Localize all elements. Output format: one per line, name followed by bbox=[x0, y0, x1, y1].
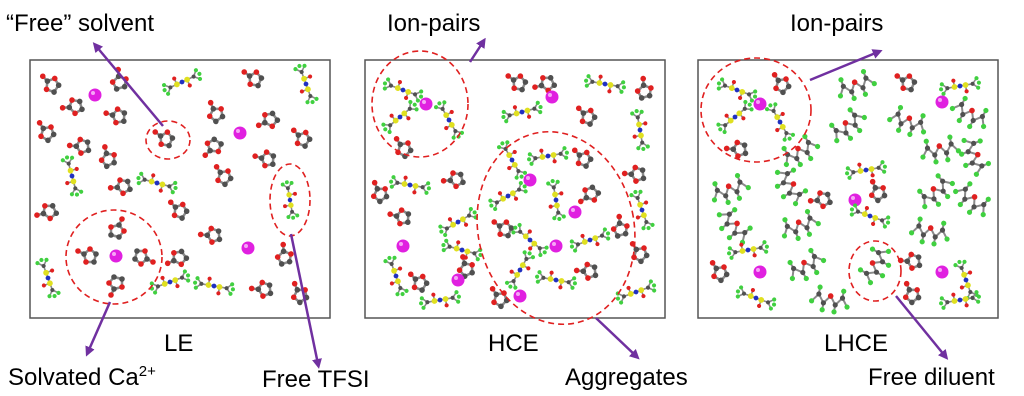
label-free-tfsi: Free TFSI bbox=[262, 366, 370, 393]
arrow-free-diluent bbox=[895, 295, 949, 360]
label-free-solvent: “Free” solvent bbox=[6, 10, 155, 37]
label-solvated-ca: Solvated Ca2+ bbox=[8, 363, 156, 391]
highlight-free-tfsi bbox=[269, 163, 311, 237]
highlight-ion-pairs-lhce bbox=[700, 57, 812, 163]
arrow-ion-pairs-lhce bbox=[809, 49, 883, 82]
highlight-free-solvent bbox=[145, 120, 191, 160]
arrow-aggregates bbox=[595, 317, 640, 360]
arrow-ion-pairs-hce bbox=[468, 37, 486, 63]
arrow-free-tfsi bbox=[289, 233, 322, 369]
arrow-free-solvent bbox=[92, 42, 164, 127]
highlight-ion-pairs-hce bbox=[371, 50, 469, 158]
panel-lhce-frame bbox=[697, 59, 999, 319]
label-ion-pairs-lhce: Ion-pairs bbox=[790, 10, 884, 37]
label-solvated-ca-charge: 2+ bbox=[138, 363, 156, 380]
label-free-diluent: Free diluent bbox=[868, 364, 995, 391]
label-ion-pairs-hce: Ion-pairs bbox=[387, 10, 481, 37]
label-aggregates: Aggregates bbox=[565, 364, 688, 391]
panel-label-lhce: LHCE bbox=[824, 330, 889, 357]
panel-label-le: LE bbox=[164, 330, 194, 357]
highlight-aggregates bbox=[476, 130, 636, 326]
highlight-free-diluent bbox=[848, 240, 902, 302]
arrow-solvated-ca bbox=[85, 301, 112, 357]
label-solvated-ca-text: Solvated Ca bbox=[8, 364, 139, 391]
panel-label-hce: HCE bbox=[488, 330, 539, 357]
highlight-solvated-ca bbox=[65, 209, 163, 305]
